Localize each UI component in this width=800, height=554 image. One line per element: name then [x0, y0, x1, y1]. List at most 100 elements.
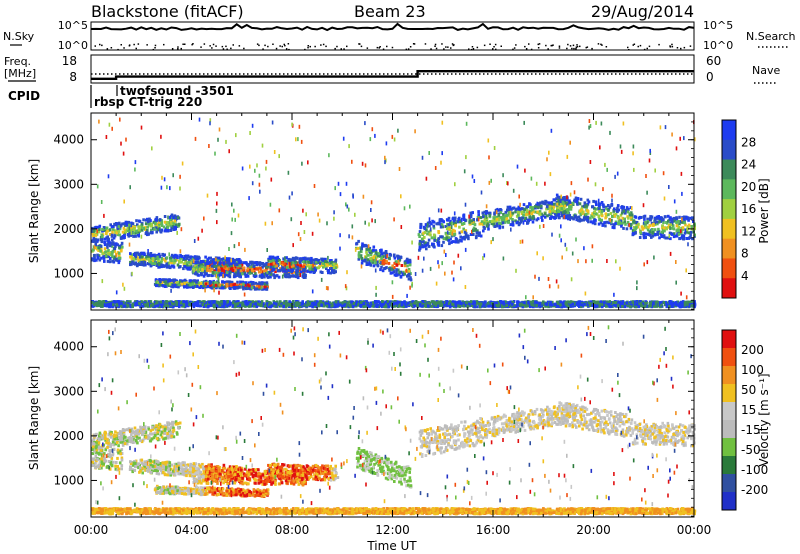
noise-search-point	[566, 47, 568, 50]
heatmap-cell	[278, 267, 282, 271]
heatmap-cell	[313, 270, 316, 274]
heatmap-cell	[409, 278, 413, 282]
heatmap-cell	[325, 260, 329, 264]
noise-search-point	[379, 46, 381, 48]
heatmap-cell	[659, 305, 662, 309]
heatmap-cell	[501, 225, 505, 229]
heatmap-cell	[630, 211, 633, 215]
noise-search-point	[434, 43, 437, 46]
heatmap-cell	[206, 274, 210, 278]
heatmap-cell	[155, 216, 159, 220]
heatmap-cell	[527, 300, 530, 304]
heatmap-cell	[509, 216, 512, 220]
heatmap-cell	[674, 234, 678, 238]
heatmap-cell	[613, 226, 616, 230]
noise-search-point	[472, 48, 475, 50]
heatmap-cell	[397, 268, 400, 272]
noise-search-point	[575, 48, 577, 50]
heatmap-cell	[97, 254, 101, 258]
heatmap-cell	[376, 264, 380, 268]
heatmap-cell	[439, 225, 443, 229]
heatmap-cell	[379, 268, 382, 272]
heatmap-cell	[631, 232, 635, 235]
heatmap-cell	[257, 300, 260, 304]
heatmap-cell	[545, 205, 549, 209]
heatmap-cell	[163, 220, 167, 224]
heatmap-cell	[672, 216, 676, 220]
heatmap-cell	[332, 266, 335, 270]
heatmap-cell	[471, 211, 474, 215]
heatmap-cell	[514, 207, 518, 211]
heatmap-cell	[687, 231, 691, 235]
heatmap-cell	[330, 259, 333, 262]
heatmap-cell	[117, 305, 120, 308]
heatmap-cell	[261, 262, 265, 265]
heatmap-cell	[151, 262, 154, 266]
heatmap-cell	[149, 300, 153, 304]
heatmap-cell	[407, 277, 411, 281]
heatmap-cell	[522, 203, 526, 207]
heatmap-cell	[160, 219, 163, 223]
noise-search-point	[443, 48, 445, 50]
heatmap-cell	[251, 262, 255, 265]
freq-left-tick-bottom: 8	[69, 70, 77, 84]
noise-search-point	[676, 47, 679, 49]
noise-search-point	[177, 46, 179, 48]
heatmap-cell	[379, 259, 383, 263]
heatmap-cell	[393, 253, 396, 257]
heatmap-cell	[560, 214, 564, 218]
heatmap-cell	[437, 240, 441, 244]
heatmap-cell	[113, 255, 117, 259]
heatmap-cell	[263, 272, 266, 276]
heatmap-cell	[230, 267, 234, 271]
heatmap-cell	[147, 220, 150, 224]
heatmap-cell	[108, 244, 112, 248]
heatmap-cell	[96, 225, 100, 229]
heatmap-cell	[490, 302, 494, 305]
heatmap-cell	[647, 304, 651, 308]
heatmap-cell	[614, 220, 618, 224]
heatmap-cell	[442, 220, 445, 224]
heatmap-cell	[281, 267, 284, 271]
heatmap-cell	[576, 197, 580, 201]
heatmap-cell	[120, 241, 124, 245]
heatmap-cell	[653, 217, 657, 221]
heatmap-cell	[534, 205, 537, 208]
heatmap-cell	[447, 216, 451, 220]
heatmap-cell	[369, 263, 373, 267]
heatmap-cell	[137, 234, 140, 238]
heatmap-cell	[453, 229, 456, 233]
noise-search-point	[575, 46, 578, 48]
heatmap-cell	[172, 265, 176, 269]
heatmap-cell	[418, 230, 422, 234]
heatmap-cell	[284, 259, 287, 263]
heatmap-cell	[183, 305, 187, 309]
heatmap-cell	[162, 225, 166, 229]
heatmap-cell	[593, 210, 597, 214]
heatmap-cell	[540, 204, 543, 208]
heatmap-cell	[469, 211, 472, 215]
heatmap-cell	[425, 228, 428, 232]
heatmap-cell	[141, 262, 144, 266]
heatmap-cell	[648, 230, 652, 234]
heatmap-cell	[593, 206, 596, 210]
heatmap-cell	[600, 218, 603, 222]
heatmap-cell	[578, 219, 582, 223]
heatmap-cell	[678, 215, 681, 219]
noise-search-point	[567, 43, 569, 46]
heatmap-cell	[320, 303, 323, 307]
heatmap-cell	[690, 225, 693, 228]
heatmap-cell	[472, 218, 475, 221]
heatmap-cell	[233, 302, 237, 306]
heatmap-cell	[675, 221, 678, 224]
heatmap-cell	[531, 208, 534, 212]
heatmap-cell	[264, 269, 267, 273]
heatmap-cell	[597, 207, 601, 211]
heatmap-cell	[166, 225, 170, 229]
heatmap-cell	[453, 218, 457, 222]
heatmap-cell	[464, 229, 468, 233]
heatmap-cell	[231, 269, 235, 272]
heatmap-cell	[610, 218, 613, 222]
heatmap-cell	[610, 301, 613, 304]
heatmap-cell	[543, 215, 547, 219]
